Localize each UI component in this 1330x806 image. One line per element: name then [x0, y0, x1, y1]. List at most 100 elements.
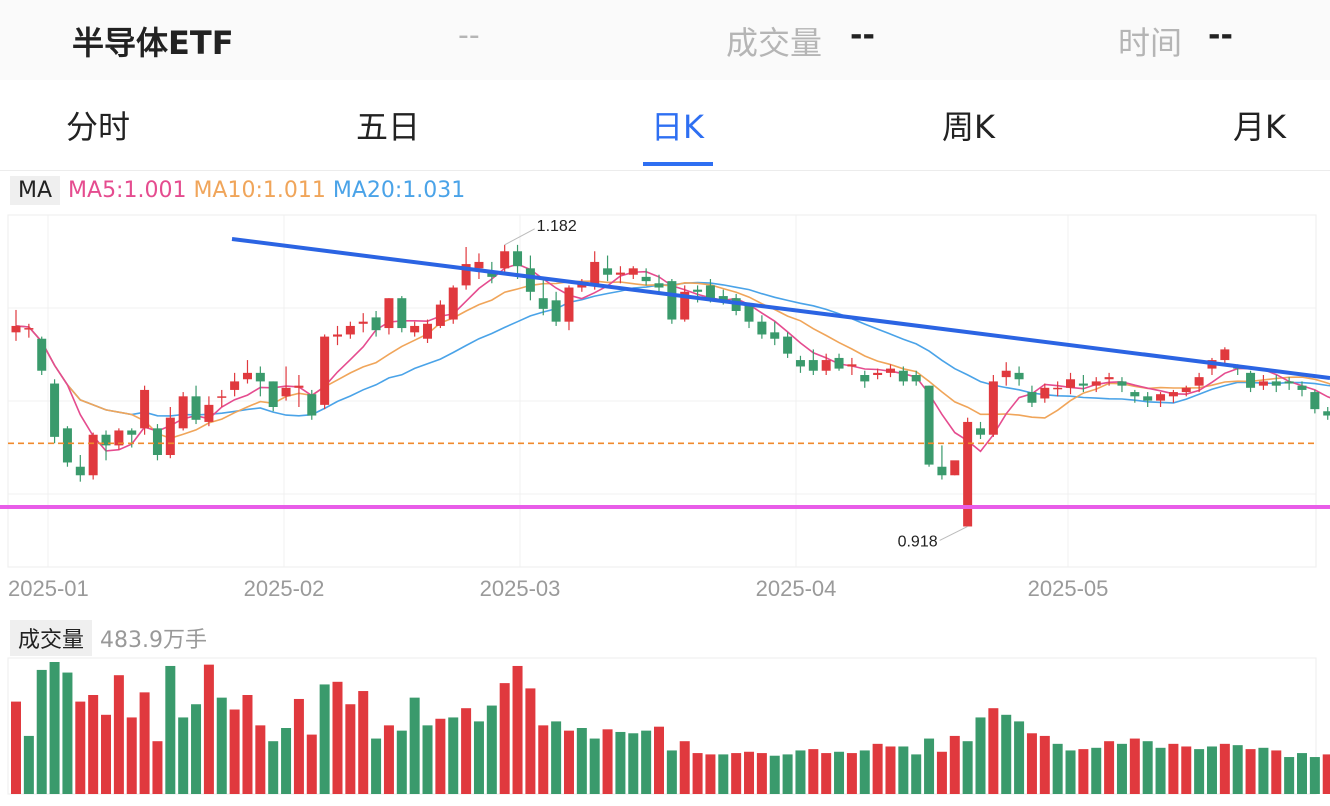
volume-bar [975, 717, 986, 794]
candle-body [435, 304, 445, 326]
tab-daily-k[interactable]: 日K [651, 108, 704, 146]
volume-bar [1129, 738, 1140, 794]
volume-bar [113, 675, 124, 794]
x-tick-label: 2025-05 [1028, 576, 1109, 601]
candle-body [152, 428, 162, 455]
volume-bar [139, 692, 150, 794]
tab-five-day[interactable]: 五日 [356, 108, 421, 146]
candle-body [62, 428, 72, 463]
candle-body [423, 323, 433, 339]
volume-legend: 成交量 483.9万手 [10, 620, 207, 656]
candle-body [1284, 381, 1294, 384]
candle-body [525, 268, 535, 292]
candle-body [1117, 381, 1127, 386]
volume-bar [36, 669, 47, 794]
active-tab-indicator [643, 162, 713, 166]
candle-body [718, 296, 728, 301]
candle-body [127, 430, 137, 435]
period-tabs: 分时 五日 日K 周K 月K [0, 80, 1330, 171]
volume-bars [11, 662, 1330, 794]
volume-bar [834, 751, 845, 794]
candle-body [770, 332, 780, 339]
candle-body [37, 338, 47, 371]
volume-bar [383, 725, 394, 794]
volume-bar [1271, 750, 1282, 794]
volume-bar [1245, 749, 1256, 794]
volume-bar [345, 704, 356, 794]
volume-bar [49, 662, 60, 794]
tab-intraday[interactable]: 分时 [66, 108, 131, 146]
volume-bar [293, 698, 304, 794]
volume-bar [165, 665, 176, 794]
candle-body [165, 417, 175, 455]
candle-body [230, 381, 240, 390]
candle-body [281, 387, 291, 397]
volume-bar [242, 695, 253, 794]
candle-body [307, 394, 317, 416]
candle-body [885, 368, 895, 373]
volume-bar [1001, 714, 1012, 794]
volume-bar [1258, 747, 1269, 794]
volume-bar [1206, 746, 1217, 794]
ma10-legend-value: MA10:1.011 [193, 178, 326, 203]
candle-body [333, 334, 342, 337]
low-price-label: 0.918 [898, 533, 938, 550]
candle-body [397, 298, 407, 329]
x-tick-label: 2025-04 [756, 576, 837, 601]
volume-bar [499, 683, 510, 794]
volume-bar [152, 741, 163, 794]
x-tick-label: 2025-01 [8, 576, 89, 601]
volume-bar [1309, 757, 1320, 794]
candle-body [590, 261, 600, 286]
volume-bar [885, 746, 896, 794]
candle-body [217, 396, 227, 398]
price-annotations: 1.182 0.918 [504, 218, 968, 550]
candle-body [783, 336, 793, 354]
candle-body [255, 372, 265, 382]
x-tick-label: 2025-03 [480, 576, 561, 601]
volume-bar [936, 751, 947, 794]
volume-bar [1219, 743, 1230, 794]
volume-bar [1284, 757, 1295, 794]
candle-body [345, 325, 355, 335]
volume-bar [486, 705, 497, 794]
candle-body [628, 268, 638, 275]
volume-bar [1322, 754, 1330, 794]
candle-body [1053, 387, 1063, 390]
candle-body [513, 251, 523, 267]
candle-body [808, 360, 818, 371]
volume-bar [62, 672, 73, 794]
candle-body [603, 268, 613, 275]
candle-body [461, 264, 471, 286]
ma-legend-label: MA [10, 176, 61, 205]
volume-bar [551, 721, 562, 794]
volume-bar [1014, 721, 1025, 794]
volume-bar [911, 754, 922, 794]
candle-body [1091, 381, 1101, 386]
candle-body [551, 300, 561, 322]
candle-body [988, 381, 998, 435]
candle-body [320, 336, 330, 405]
candle-body [11, 325, 21, 333]
volume-bar [396, 730, 407, 794]
volume-bar [949, 735, 960, 794]
volume-bar [1194, 749, 1205, 794]
volume-bar [448, 717, 459, 794]
volume-bar [1026, 733, 1037, 794]
candle-body [487, 272, 497, 277]
volume-bar [1091, 747, 1102, 794]
candle-body [294, 385, 304, 388]
volume-bar [859, 750, 870, 794]
volume-bar [512, 665, 523, 794]
candle-body [795, 360, 805, 367]
candle-body [1271, 381, 1281, 386]
volume-bar [602, 729, 613, 794]
tab-monthly-k[interactable]: 月K [1233, 108, 1286, 146]
candle-body [963, 421, 973, 527]
volume-bar [589, 738, 600, 794]
volume-bar [203, 664, 214, 794]
tab-weekly-k[interactable]: 周K [942, 108, 995, 146]
quote-header: 半导体ETF -- 成交量 -- 时间 -- [0, 0, 1330, 80]
candle-body [1220, 349, 1230, 361]
